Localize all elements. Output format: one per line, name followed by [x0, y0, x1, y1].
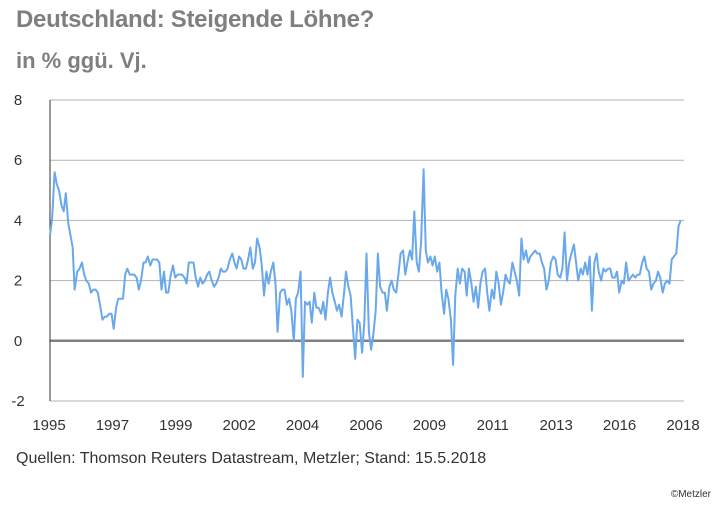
y-tick-label: 2 — [14, 273, 22, 290]
y-tick-label: -2 — [11, 393, 24, 410]
series-line — [49, 168, 682, 378]
x-tick-label: 2004 — [286, 417, 319, 434]
chart-title: Deutschland: Steigende Löhne? — [16, 6, 374, 33]
y-tick-label: 4 — [14, 212, 22, 229]
series-layer — [49, 168, 682, 378]
y-tick-label: 0 — [14, 333, 22, 350]
y-axis-ticks: -2 0 2 4 6 8 — [11, 92, 24, 410]
x-tick-label: 1997 — [96, 417, 129, 434]
copyright-note: ©Metzler — [670, 489, 711, 500]
x-tick-label: 1995 — [32, 417, 65, 434]
x-tick-label: 2006 — [349, 417, 382, 434]
x-axis-ticks: 1995 1997 1999 2002 2004 2006 2009 2011 2013 2016… — [32, 417, 699, 434]
x-tick-label: 2016 — [603, 417, 636, 434]
chart-subtitle: in % ggü. Vj. — [16, 48, 147, 73]
x-tick-label: 2002 — [223, 417, 256, 434]
x-tick-label: 2018 — [666, 417, 699, 434]
line-chart: -2 0 2 4 6 8 1995 1997 1999 2002 2004 2006 2009 2011… — [11, 92, 699, 434]
x-tick-label: 2009 — [413, 417, 446, 434]
x-tick-label: 2011 — [477, 417, 509, 434]
x-tick-label: 2013 — [540, 417, 573, 434]
source-note: Quellen: Thomson Reuters Datastream, Met… — [16, 450, 487, 467]
y-tick-label: 6 — [14, 152, 22, 169]
y-tick-label: 8 — [14, 92, 22, 109]
x-tick-label: 1999 — [159, 417, 192, 434]
gridlines — [49, 99, 684, 402]
